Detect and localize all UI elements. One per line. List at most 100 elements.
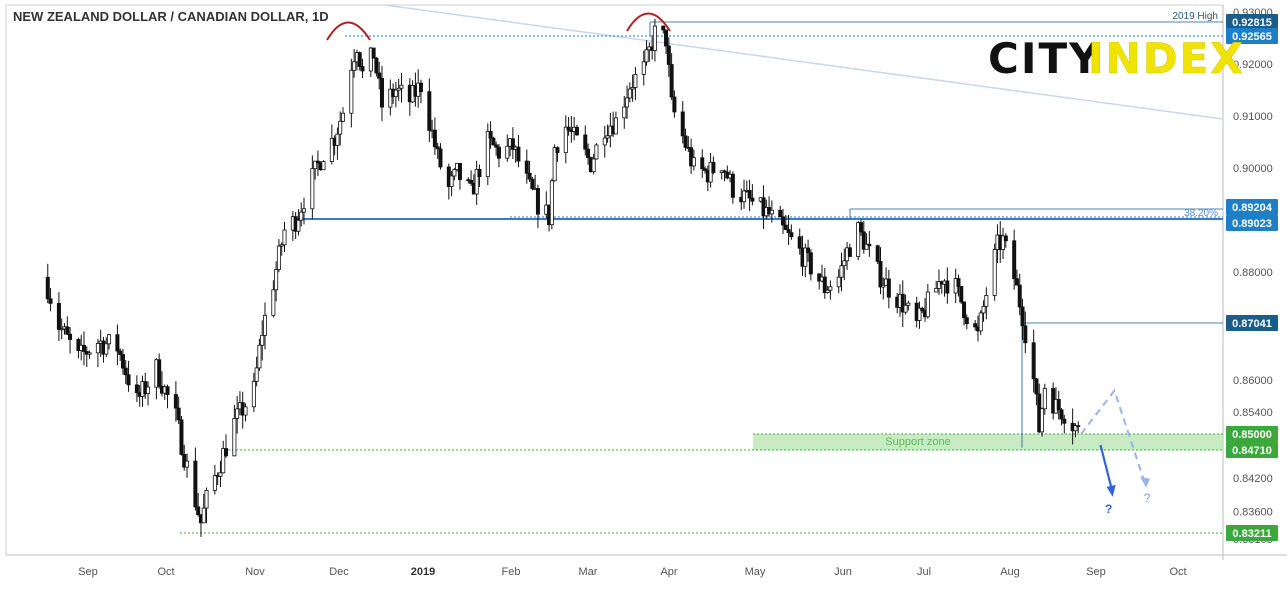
price-label-text: 0.84710	[1232, 445, 1272, 457]
candle-body	[605, 135, 610, 139]
candle-body	[315, 160, 320, 164]
price-tick-label: 0.91000	[1233, 111, 1273, 123]
candle-body	[981, 305, 986, 314]
price-tick-label: 0.88000	[1233, 267, 1273, 279]
candle-body	[243, 406, 248, 416]
candle-body	[524, 160, 529, 174]
candle-body	[761, 197, 766, 217]
candle-body	[906, 302, 911, 306]
candle-body	[329, 137, 334, 162]
price-label-box	[1226, 28, 1278, 44]
candle-body	[432, 129, 437, 148]
candle-body	[683, 135, 688, 148]
time-tick-label: Mar	[579, 566, 598, 578]
candle-body	[371, 47, 376, 59]
chart-title: NEW ZEALAND DOLLAR / CANADIAN DOLLAR, 1D	[13, 9, 329, 24]
candle-body	[254, 367, 259, 382]
candle-body	[978, 312, 983, 332]
candle-body	[176, 407, 181, 421]
candle-body	[335, 133, 340, 146]
candle-body	[1017, 284, 1022, 308]
candle-body	[257, 344, 262, 369]
candle-body	[276, 245, 281, 270]
candle-body	[864, 243, 869, 250]
logo-index-text: INDEX	[1088, 34, 1245, 83]
candle-body	[633, 73, 638, 88]
price-tick-label: 0.90000	[1233, 163, 1273, 175]
candle-body	[822, 276, 827, 293]
candle-body	[123, 367, 128, 376]
candle-body	[594, 144, 599, 160]
time-tick-label: Jun	[834, 566, 852, 578]
candle-body	[652, 25, 657, 51]
candle-body	[396, 87, 401, 91]
candle-body	[797, 236, 802, 249]
candle-body	[510, 138, 515, 150]
high-2019-label: 2019 High	[1172, 11, 1218, 22]
candle-body	[925, 291, 930, 318]
candle-body	[115, 334, 120, 352]
candle-body	[457, 162, 462, 181]
candle-body	[1012, 240, 1017, 280]
candle-body	[984, 295, 989, 307]
candle-body	[661, 25, 666, 31]
candle-body	[235, 408, 240, 419]
candle-body	[535, 188, 540, 215]
price-label-text: 0.85000	[1232, 429, 1272, 441]
candle-body	[388, 88, 393, 108]
price-tick-label: 0.83600	[1233, 506, 1273, 518]
candle-body	[299, 211, 304, 221]
candle-body	[803, 247, 808, 267]
candle-body	[196, 506, 201, 516]
candle-body	[488, 130, 493, 139]
candle-body	[959, 286, 964, 303]
candle-body	[134, 384, 139, 394]
candle-body	[964, 317, 969, 325]
candle-body	[201, 507, 206, 524]
candle-body	[783, 224, 788, 230]
candle-body	[321, 161, 326, 171]
time-tick-label: May	[745, 566, 766, 578]
candle-body	[118, 350, 123, 356]
candle-body	[861, 231, 866, 250]
time-tick-label: Dec	[329, 566, 349, 578]
candle-body	[1023, 325, 1028, 344]
candle-body	[505, 145, 510, 159]
price-label-text: 0.89023	[1232, 218, 1272, 230]
candle-body	[173, 394, 178, 409]
candle-body	[806, 247, 811, 254]
candle-body	[452, 169, 457, 177]
candle-body	[956, 278, 961, 287]
bullish-question-mark: ?	[1144, 491, 1151, 505]
candle-body	[469, 180, 474, 184]
candle-body	[260, 334, 265, 346]
candle-body	[875, 245, 880, 262]
price-label-text: 0.83211	[1232, 528, 1271, 540]
candle-body	[218, 472, 223, 477]
candle-body	[179, 419, 184, 455]
candle-body	[1056, 399, 1061, 411]
double-top-arc-right	[626, 12, 671, 32]
candle-body	[438, 148, 443, 168]
candle-body	[157, 359, 162, 387]
bullish-scenario-path	[1080, 388, 1147, 485]
candle-body	[644, 49, 649, 63]
support-zone	[753, 434, 1223, 450]
candle-body	[251, 380, 256, 408]
candle-body	[263, 314, 268, 336]
support-zone-label: Support zone	[885, 436, 950, 448]
candle-body	[1076, 425, 1081, 428]
candle-body	[474, 168, 479, 195]
candle-body	[602, 137, 607, 146]
candle-body	[491, 137, 496, 146]
price-label-text: 0.92815	[1232, 17, 1272, 29]
candle-body	[374, 57, 379, 74]
candle-body	[232, 417, 237, 457]
candle-body	[1062, 418, 1067, 424]
price-tick-label: 0.85400	[1233, 407, 1273, 419]
candle-body	[212, 475, 217, 491]
candle-body	[630, 87, 635, 90]
candle-body	[973, 323, 978, 328]
price-label-text: 0.89204	[1232, 202, 1273, 214]
fib-382-label: 38.20%	[1184, 208, 1218, 219]
